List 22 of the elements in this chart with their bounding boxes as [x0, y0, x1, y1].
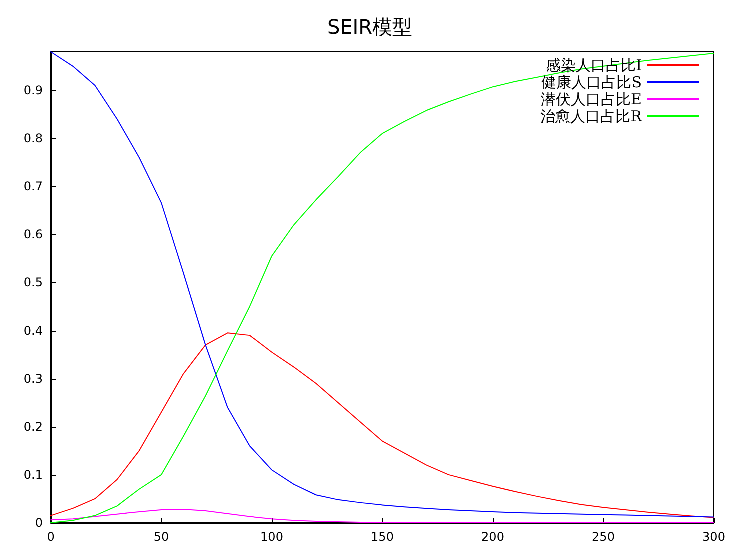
x-tick-label: 250 — [592, 530, 615, 544]
x-tick-label: 200 — [482, 530, 504, 544]
y-tick-label: 0.3 — [24, 372, 43, 386]
y-tick-label: 0.4 — [24, 324, 43, 338]
y-tick-label: 0.5 — [24, 276, 43, 290]
x-tick-label: 0 — [47, 530, 55, 544]
y-tick-label: 0.1 — [24, 468, 43, 482]
legend-label: 治愈人口占比R — [540, 108, 643, 126]
x-tick-label: 50 — [154, 530, 170, 544]
line-series — [50, 332, 714, 518]
x-tick-label: 100 — [260, 530, 284, 544]
y-tick-label: 0.7 — [24, 180, 43, 194]
y-tick-label: 0.8 — [24, 132, 43, 146]
x-tick-label: 300 — [702, 530, 726, 544]
y-tick-label: 0.2 — [24, 420, 43, 434]
legend-label: 健康人口占比S — [542, 74, 642, 92]
y-tick-label: 0.6 — [24, 228, 43, 242]
legend-label: 潜伏人口占比E — [541, 90, 642, 108]
chart-title: SEIR模型 — [327, 15, 413, 39]
x-tick-label: 150 — [371, 530, 394, 544]
y-tick-label: 0.9 — [24, 83, 43, 98]
y-tick-label: 0 — [35, 516, 43, 530]
